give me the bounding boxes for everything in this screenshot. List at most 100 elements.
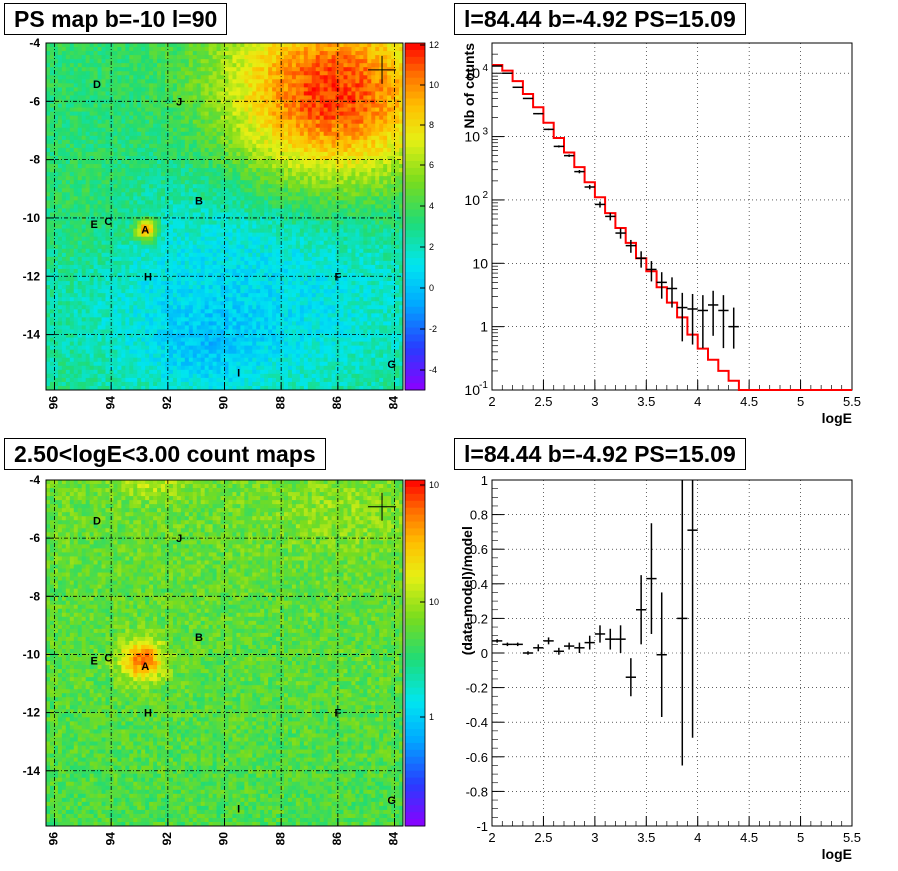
spectrum-y-tick-label: 10 (472, 255, 488, 271)
spectrum-x-tick-label: 5 (797, 394, 804, 409)
source-label: G (387, 359, 396, 371)
colorbar-tick-label: 12 (429, 40, 439, 50)
map-y-tick-label: -6 (29, 531, 40, 545)
spectrum-y-tick-exponent: 4 (482, 63, 488, 74)
spectrum-data-point (594, 201, 606, 208)
count-map-colorbar: 10 10 1 (404, 479, 439, 827)
colorbar-tick-label: 8 (429, 120, 434, 130)
source-label: E (90, 655, 97, 667)
residual-x-tick-label: 4.5 (740, 830, 758, 845)
map-x-tick-label: 96 (47, 832, 61, 846)
residual-data-point (533, 644, 544, 652)
residual-data-point (574, 642, 585, 653)
spectrum-data-point (553, 145, 564, 148)
residual-data-point (677, 480, 688, 766)
spectrum-y-tick-label: 10 (464, 192, 480, 208)
residual-data-point (625, 658, 636, 697)
residual-x-tick-label: 3.5 (637, 830, 655, 845)
residual-data-point (543, 637, 554, 645)
colorbar-frame (404, 42, 426, 391)
map-y-tick-label: -4 (29, 36, 40, 50)
colorbar-tick-label: 10 (429, 597, 439, 607)
spectrum-data-point (728, 307, 739, 349)
spectrum-data-point (605, 212, 616, 221)
spectrum-data-point (522, 97, 534, 100)
spectrum-y-tick-label: 10 (464, 65, 480, 81)
source-label: A (141, 225, 149, 237)
spectrum-data-point (502, 72, 513, 74)
residual-y-tick-label: 0 (481, 646, 488, 661)
colorbar-tick-label: -2 (429, 324, 437, 334)
residual-data-point (646, 523, 657, 634)
spectrum-data-point (574, 170, 585, 174)
map-y-tick-label: -6 (29, 94, 40, 108)
spectrum-x-tick-label: 3.5 (637, 394, 655, 409)
residual-data-point (492, 639, 503, 643)
spectrum-ylabel: Nb of counts (461, 43, 477, 129)
source-label: D (93, 79, 101, 91)
residual-x-tick-label: 2.5 (534, 830, 552, 845)
source-label: J (176, 96, 182, 108)
spectrum-x-tick-label: 4.5 (740, 394, 758, 409)
spectrum-y-tick-label: 10 (464, 129, 480, 145)
source-label: E (90, 219, 97, 231)
map-x-tick-label: 90 (217, 396, 231, 410)
source-label: D (93, 516, 101, 528)
source-label: F (334, 271, 341, 283)
map-x-tick-label: 92 (160, 832, 174, 846)
ps-map-heatmap (46, 43, 404, 391)
map-y-tick-label: -10 (23, 211, 41, 225)
spectrum-data-point (687, 293, 698, 345)
map-x-tick-label: 84 (387, 832, 401, 846)
spectrum-data-point (656, 272, 667, 299)
ps-map-grid (46, 42, 403, 390)
map-frame (45, 479, 404, 827)
map-y-tick-label: -12 (23, 269, 41, 283)
source-label: C (104, 216, 112, 228)
spectrum-x-tick-label: 3 (591, 394, 598, 409)
ps-map-axes: 96 94 92 90 88 86 84 -4 -6 -8 -10 -12 -14 (23, 36, 404, 410)
map-x-tick-label: 94 (103, 832, 117, 846)
residual-y-tick-label: 0.2 (470, 611, 488, 626)
residual-y-tick-label: -0.8 (466, 784, 488, 799)
spectrum-x-tick-label: 4 (694, 394, 701, 409)
spectrum-y-tick-exponent: 3 (482, 127, 488, 138)
residual-data-point (636, 575, 647, 645)
spectrum-data-point (533, 112, 544, 115)
count-map-heatmap (46, 480, 404, 827)
residual-data-point (564, 642, 575, 650)
spectrum-frame-box (491, 42, 853, 391)
residual-data-point (594, 625, 606, 643)
map-y-tick-label: -4 (29, 473, 40, 487)
source-label: B (195, 195, 203, 207)
residual-x-tick-label: 5.5 (843, 830, 861, 845)
spectrum-x-tick-label: 5.5 (843, 394, 861, 409)
residual-y-tick-label: 0.4 (470, 577, 488, 592)
map-x-tick-label: 86 (330, 396, 344, 410)
spectrum-y-tick-exponent: 2 (482, 190, 488, 201)
source-label: F (334, 708, 341, 720)
residual-data-point (656, 592, 667, 718)
map-x-tick-label: 88 (273, 396, 287, 410)
map-y-tick-label: -8 (29, 153, 40, 167)
spectrum-x-tick-label: 2 (488, 394, 495, 409)
map-x-tick-label: 88 (273, 832, 287, 846)
spectrum-data-point (564, 154, 575, 157)
colorbar-tick-label: 10 (429, 80, 439, 90)
spectrum-y-tick-label: 1 (480, 319, 488, 335)
spectrum-data-point (708, 290, 719, 336)
colorbar-frame (404, 479, 426, 827)
residual-data-point (502, 642, 513, 647)
residual-data-point (605, 628, 616, 650)
map-y-tick-label: -14 (23, 764, 41, 778)
spectrum-data-point (543, 128, 554, 131)
colorbar-tick-label: 1 (429, 712, 434, 722)
map-y-tick-label: -14 (23, 328, 41, 342)
map-y-tick-label: -10 (23, 647, 41, 661)
colorbar-tick-label: 4 (429, 201, 434, 211)
source-label: G (387, 795, 396, 807)
spectrum-x-tick-label: 2.5 (534, 394, 552, 409)
residual-y-tick-label: -0.4 (466, 715, 488, 730)
